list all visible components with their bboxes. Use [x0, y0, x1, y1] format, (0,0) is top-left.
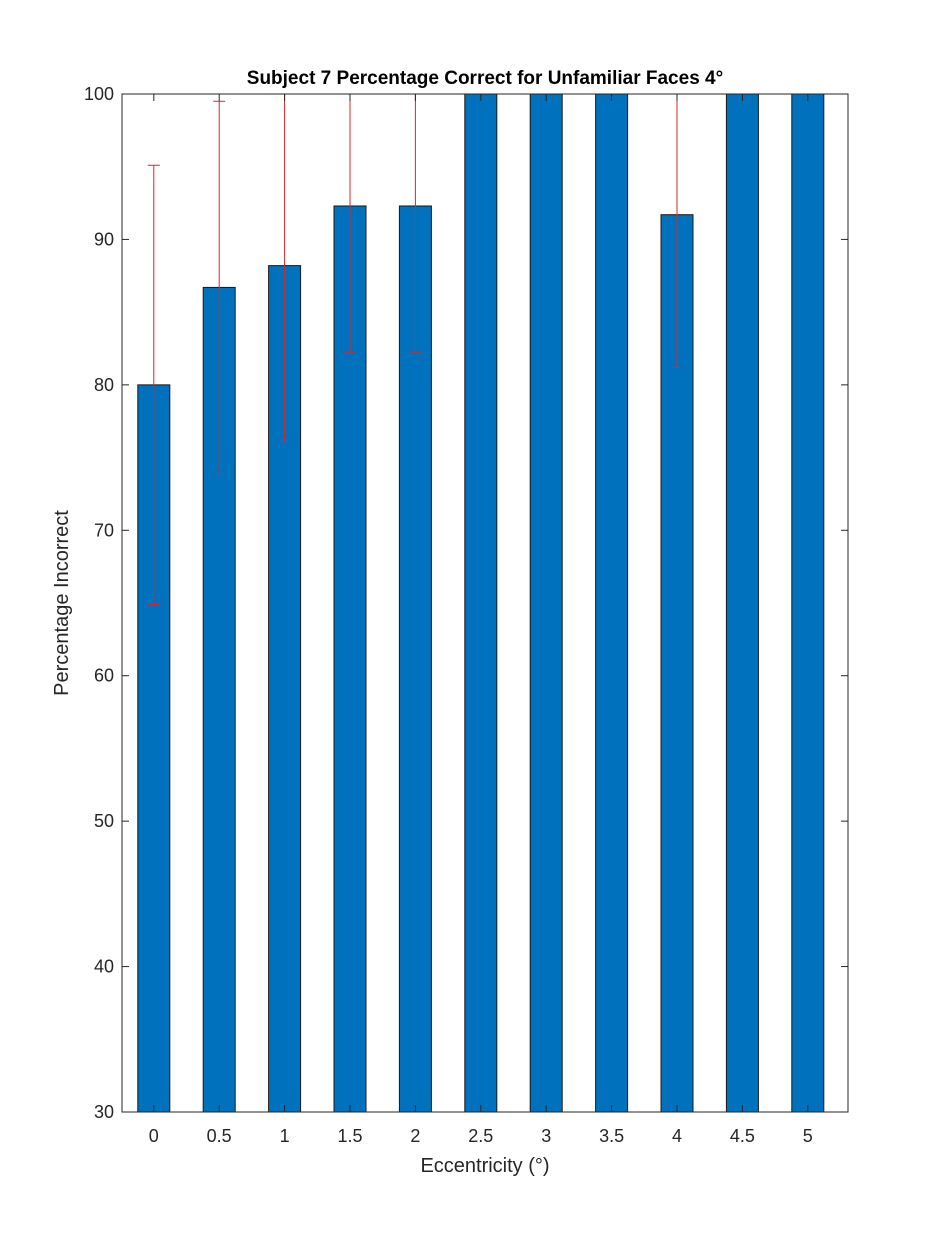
y-tick-label-2: 50: [94, 811, 114, 831]
error-bars-layer: [147, 94, 683, 605]
x-axis-label: Eccentricity (°): [420, 1155, 549, 1177]
y-tick-label-4: 70: [94, 520, 114, 540]
y-axis-ticks: 30 40 50 60 70 80 90 100: [84, 84, 848, 1122]
plot-area-frame: [121, 93, 849, 1113]
y-tick-label-0: 30: [94, 1102, 114, 1122]
y-axis-label: Percentage Incorrect: [51, 510, 73, 696]
y-tick-label-6: 90: [94, 229, 114, 249]
bar-7: [595, 93, 629, 1113]
x-tick-label-2: 1: [280, 1126, 290, 1146]
bar-10: [791, 93, 825, 1113]
x-tick-label-0: 0: [149, 1126, 159, 1146]
bar-9: [725, 93, 759, 1113]
x-tick-label-6: 3: [541, 1126, 551, 1146]
y-tick-label-5: 80: [94, 375, 114, 395]
chart-title: Subject 7 Percentage Correct for Unfamil…: [247, 68, 723, 89]
x-axis-ticks: 0 0.5 1 1.5 2 2.5 3 3.5 4 4.5 5: [149, 94, 813, 1146]
x-tick-label-4: 2: [410, 1126, 420, 1146]
x-tick-label-7: 3.5: [599, 1126, 624, 1146]
y-tick-label-1: 40: [94, 957, 114, 977]
x-tick-label-10: 5: [803, 1126, 813, 1146]
y-tick-label-3: 60: [94, 666, 114, 686]
y-tick-label-7: 100: [84, 84, 114, 104]
x-tick-label-8: 4: [672, 1126, 682, 1146]
x-tick-label-9: 4.5: [730, 1126, 755, 1146]
x-tick-label-3: 1.5: [337, 1126, 362, 1146]
x-tick-label-1: 0.5: [207, 1126, 232, 1146]
x-tick-label-5: 2.5: [468, 1126, 493, 1146]
bar-6: [529, 93, 563, 1113]
bar-5: [464, 93, 498, 1113]
